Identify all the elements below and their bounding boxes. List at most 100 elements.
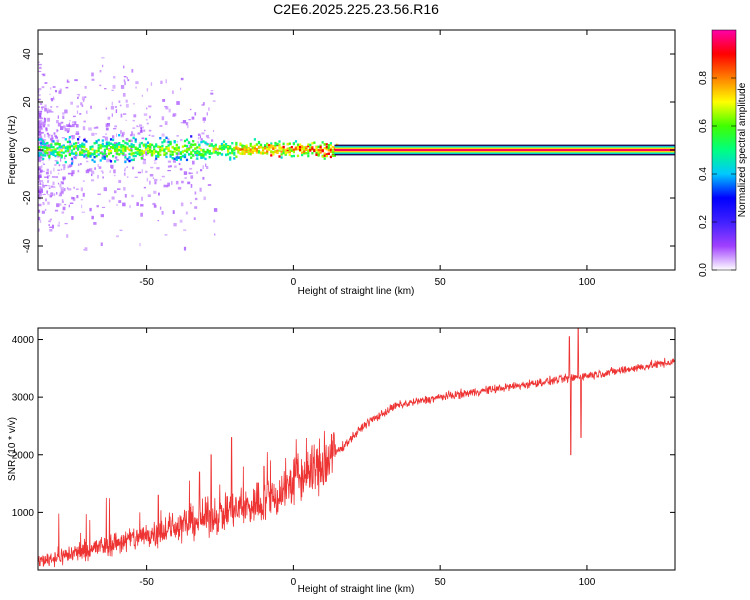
spectrogram-band-cell [83,155,86,158]
spectrogram-band-cell [81,142,84,145]
spectrogram-noise-cell [39,139,42,143]
spectrogram-band-cell [247,147,250,150]
spectrogram-band-cell [307,150,310,153]
spectrogram-noise-cell [206,137,210,139]
spectrogram-noise-cell [162,99,166,102]
spectrogram-noise-cell [38,63,42,66]
spectrogram-band-cell [286,147,289,150]
spectrogram-noise-cell [40,187,43,191]
spectrogram-band-cell [138,145,141,148]
spectrogram-band-cell [272,145,275,148]
spectrogram-noise-cell [122,93,126,97]
spectrogram-noise-cell [104,88,107,90]
spectrogram-noise-cell [38,194,40,198]
spectrogram-band-cell [183,144,187,147]
spectrogram-band-cell [190,152,193,156]
spectrogram-band-cell [210,144,213,147]
spectrogram-band-cell [157,152,160,155]
spectrogram-band-cell [70,144,74,148]
spectrogram-band-cell [311,145,314,149]
spectrogram-noise-cell [180,77,184,81]
spectrogram-band-cell [128,156,131,159]
spectrogram-band-cell [167,144,170,147]
spectrogram-band-cell [175,152,178,155]
spectrogram-noise-cell [50,192,54,197]
spectrogram-noise-cell [56,106,59,108]
spectrogram-band-cell [233,151,236,155]
spectrogram-band-cell [202,154,205,157]
spectrogram-band-cell [54,148,57,151]
spectrogram-band-cell [190,146,193,149]
spectrogram-noise-cell [137,171,141,174]
spectrogram-noise-cell [111,113,113,117]
spectrogram-noise-cell [38,179,41,183]
spectrogram-band-cell [97,144,100,147]
colorbar-tick-label: 0.4 [698,167,709,181]
spectrogram-band-cell [169,153,172,156]
spectrogram-band-cell [257,145,261,149]
spectrogram-band-cell [48,155,51,158]
spectrogram-band-cell [60,145,63,149]
spectrogram-noise-cell [110,106,114,110]
spectrogram-band-cell [202,150,205,153]
spectrogram-band-cell [169,143,172,146]
spectrogram-band-cell [262,148,265,152]
spectrogram-noise-cell [111,89,114,91]
spectrogram-noise-cell [57,169,60,171]
spectrogram-noise-cell [64,156,66,159]
spectrogram-band-cell [38,154,41,157]
spectrogram-band-cell [70,162,74,165]
spectrogram-noise-cell [133,103,135,105]
spectrogram-band-cell [239,142,242,145]
spectrogram-noise-cell [63,164,66,169]
spectrogram-band-cell [257,140,261,144]
spectrogram-band-cell [68,140,71,143]
spectrogram-band-cell [93,160,96,163]
spectrogram-noise-cell [116,235,119,238]
spectrogram-noise-cell [150,82,153,86]
spectrogram-noise-cell [210,92,214,95]
spectrogram-band-cell [122,149,125,152]
spectrogram-band-cell [62,151,65,154]
spectrogram-band-cell [103,155,106,159]
spectrogram-noise-cell [157,220,160,222]
spectrogram-noise-cell [41,169,43,173]
colorbar-tick-label: 0.2 [698,215,709,229]
spectrogram-band-cell [333,154,337,157]
spectrogram-band-cell [206,150,209,154]
spectrogram-band-cell [175,146,178,149]
spectrogram-band-cell [241,146,244,149]
spectrogram-noise-cell [130,139,133,143]
spectrogram-noise-cell [107,116,111,120]
spectrogram-band-cell [56,147,59,150]
spectrogram-band-cell [296,154,300,158]
spectrogram-noise-cell [49,195,52,198]
spectrogram-noise-cell [105,127,109,131]
spectrogram-noise-cell [58,203,62,206]
spectrogram-band-cell [40,145,43,149]
spectrogram-band-cell [325,147,328,151]
spectrogram-noise-cell [165,106,169,110]
spectrogram-band-cell [303,147,306,151]
spectrogram-band-cell [183,153,187,157]
spectrogram-band-cell [70,157,74,161]
spectrogram-noise-cell [164,234,168,236]
spectrogram-noise-cell [192,160,195,165]
spectrogram-band-cell [155,154,158,158]
spectrogram-noise-cell [126,166,128,169]
spectrogram-noise-cell [53,193,56,196]
spectrogram-band-cell [319,148,322,152]
spectrogram-noise-cell [118,200,122,203]
spectrogram-noise-cell [38,99,40,103]
spectrogram-noise-cell [127,79,130,82]
spectrogram-noise-cell [132,166,135,170]
spectrogram-noise-cell [80,199,83,201]
spectrogram-noise-cell [64,223,68,225]
spectrogram-band-cell [317,152,320,155]
spectrogram-noise-cell [102,176,104,179]
spectrogram-band-cell [185,148,189,151]
spectrogram-band-cell [40,142,43,145]
spectrogram-noise-cell [139,129,143,133]
spectrogram-noise-cell [96,205,99,208]
spectrogram-noise-cell [59,146,62,151]
